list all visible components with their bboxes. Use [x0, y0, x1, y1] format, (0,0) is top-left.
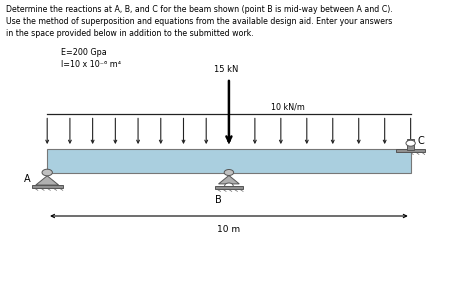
Circle shape	[224, 169, 234, 175]
Text: Use the method of superposition and equations from the available design aid. Ent: Use the method of superposition and equa…	[6, 16, 392, 26]
Text: 10 kN/m: 10 kN/m	[271, 102, 305, 111]
Circle shape	[406, 140, 415, 146]
Text: B: B	[215, 195, 222, 205]
Polygon shape	[219, 176, 239, 184]
Text: A: A	[24, 174, 31, 184]
Circle shape	[42, 169, 52, 176]
Circle shape	[225, 183, 233, 188]
Bar	[32, 185, 63, 188]
Polygon shape	[36, 176, 59, 185]
Text: I=10 x 10⁻⁶ m⁴: I=10 x 10⁻⁶ m⁴	[61, 60, 121, 69]
Bar	[47, 148, 411, 172]
Bar	[215, 186, 243, 189]
Text: in the space provided below in addition to the submitted work.: in the space provided below in addition …	[6, 28, 253, 38]
Text: E=200 Gpa: E=200 Gpa	[61, 48, 107, 57]
Text: Determine the reactions at A, B, and C for the beam shown (point B is mid-way be: Determine the reactions at A, B, and C f…	[6, 4, 392, 14]
Text: 15 kN: 15 kN	[214, 64, 239, 74]
Text: C: C	[418, 136, 424, 146]
Bar	[407, 139, 414, 150]
Bar	[396, 149, 425, 152]
Text: 10 m: 10 m	[218, 225, 240, 234]
